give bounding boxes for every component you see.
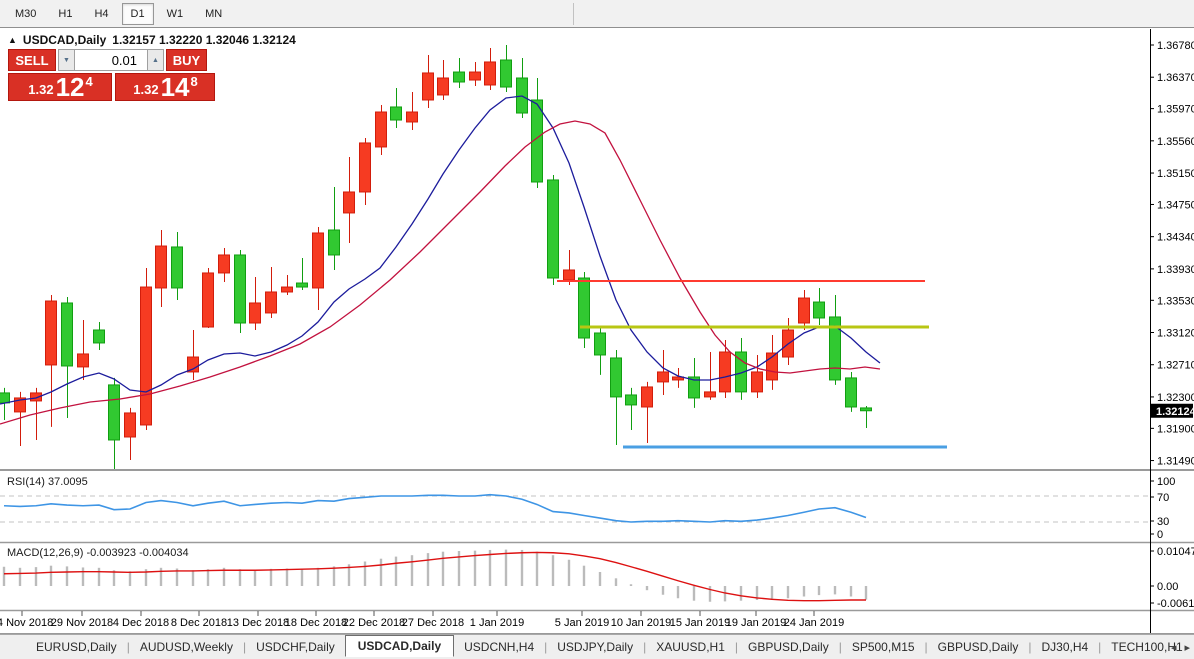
svg-text:1.33930: 1.33930 <box>1157 264 1194 276</box>
timeframe-button-h4[interactable]: H4 <box>94 7 109 20</box>
tab-scroll-left-icon[interactable]: ◂ <box>1170 641 1177 654</box>
toolbar-separator <box>573 2 575 25</box>
svg-text:70: 70 <box>1157 492 1169 504</box>
svg-text:1.31900: 1.31900 <box>1157 423 1194 435</box>
chart-tab-usdjpy[interactable]: USDJPY,Daily <box>557 640 634 654</box>
tab-separator: | <box>838 640 842 654</box>
svg-text:1.33530: 1.33530 <box>1157 295 1194 307</box>
timeframe-button-w1[interactable]: W1 <box>166 7 184 20</box>
sell-price-sup: 4 <box>85 74 93 89</box>
svg-text:22 Dec 2018: 22 Dec 2018 <box>343 617 405 629</box>
svg-text:1.35150: 1.35150 <box>1157 168 1194 180</box>
volume-input[interactable] <box>75 49 147 71</box>
chart-tab-usdcnh[interactable]: USDCNH,H4 <box>464 640 535 654</box>
svg-text:27 Dec 2018: 27 Dec 2018 <box>402 617 464 629</box>
chart-tab-dj30[interactable]: DJ30,H4 <box>1041 640 1089 654</box>
svg-text:13 Dec 2018: 13 Dec 2018 <box>227 617 289 629</box>
symbol-period-label: USDCAD,Daily <box>22 33 107 47</box>
svg-text:1.32300: 1.32300 <box>1157 392 1194 404</box>
buy-button[interactable]: BUY <box>166 49 207 71</box>
tab-scroll-controls: ◂ ▸ <box>1171 641 1190 654</box>
svg-text:4 Dec 2018: 4 Dec 2018 <box>113 617 169 629</box>
chart-tab-usdchf[interactable]: USDCHF,Daily <box>256 640 335 654</box>
collapse-icon[interactable]: ▲ <box>8 35 17 45</box>
sell-price-box[interactable]: 1.32 12 4 <box>8 73 112 101</box>
svg-text:1.36370: 1.36370 <box>1157 72 1194 84</box>
chart-tabbar: EURUSD,Daily | AUDUSD,Weekly | USDCHF,Daily U… <box>0 634 1194 659</box>
timeframe-button-d1[interactable]: D1 <box>121 2 154 25</box>
svg-text:1.35970: 1.35970 <box>1157 104 1194 116</box>
buy-price-box[interactable]: 1.32 14 8 <box>115 73 215 101</box>
svg-text:24 Nov 2018: 24 Nov 2018 <box>0 617 53 629</box>
svg-text:8 Dec 2018: 8 Dec 2018 <box>171 617 227 629</box>
svg-text:1.34340: 1.34340 <box>1157 232 1194 244</box>
chart-tab-audusd[interactable]: AUDUSD,Weekly <box>139 640 233 654</box>
chart-tabs: EURUSD,Daily | AUDUSD,Weekly | USDCHF,Daily U… <box>26 635 1193 658</box>
svg-text:100: 100 <box>1157 476 1175 488</box>
tab-separator: | <box>924 640 928 654</box>
buy-price-sup: 8 <box>190 74 198 89</box>
svg-text:0.010471: 0.010471 <box>1157 546 1194 558</box>
svg-text:0.00: 0.00 <box>1157 581 1178 593</box>
timeframe-button-mn[interactable]: MN <box>205 7 223 20</box>
svg-text:5 Jan 2019: 5 Jan 2019 <box>555 617 609 629</box>
svg-text:1.36780: 1.36780 <box>1157 40 1194 52</box>
svg-text:24 Jan 2019: 24 Jan 2019 <box>784 617 845 629</box>
chart-tab-tech100[interactable]: TECH100,H1 <box>1111 640 1183 654</box>
chart-tab-sp500[interactable]: SP500,M15 <box>851 640 915 654</box>
svg-text:1.34750: 1.34750 <box>1157 199 1194 211</box>
chart-tab-xauusd[interactable]: XAUUSD,H1 <box>656 640 725 654</box>
tab-separator: | <box>734 640 739 654</box>
sell-button[interactable]: SELL <box>8 49 56 71</box>
buy-price-big: 14 <box>160 72 190 102</box>
svg-text:1.31490: 1.31490 <box>1157 456 1194 468</box>
svg-text:0: 0 <box>1157 529 1163 541</box>
chart-tab-usdcad-active[interactable]: USDCAD,Daily <box>344 635 455 657</box>
tab-separator: | <box>1028 640 1032 654</box>
tab-scroll-right-icon[interactable]: ▸ <box>1184 641 1190 654</box>
tab-separator: | <box>242 640 247 654</box>
buy-price-prefix: 1.32 <box>133 82 159 97</box>
volume-decrease-icon[interactable]: ▼ <box>58 49 75 71</box>
timeframe-button-m30[interactable]: M30 <box>15 7 37 20</box>
svg-text:29 Nov 2018: 29 Nov 2018 <box>51 617 113 629</box>
svg-text:1.35560: 1.35560 <box>1157 136 1194 148</box>
timeframe-buttons: M30 H1 H4 D1 W1 MN <box>4 2 233 25</box>
one-click-trading-panel: SELL ▼ ▲ BUY 1.32 12 4 1.32 14 8 <box>8 49 216 101</box>
svg-text:18 Dec 2018: 18 Dec 2018 <box>285 617 347 629</box>
svg-text:1.32124: 1.32124 <box>1156 406 1194 418</box>
ohlc-values: 1.32157 1.32220 1.32046 1.32124 <box>112 33 296 47</box>
svg-text:-0.006164: -0.006164 <box>1157 598 1194 610</box>
tab-separator: | <box>126 640 130 654</box>
svg-text:10 Jan 2019: 10 Jan 2019 <box>611 617 672 629</box>
chart-title-bar: ▲ USDCAD,Daily 1.32157 1.32220 1.32046 1… <box>8 33 296 47</box>
tab-separator: | <box>1098 640 1102 654</box>
timeframe-toolbar: M30 H1 H4 D1 W1 MN <box>0 0 1194 28</box>
tab-separator: | <box>544 640 548 654</box>
chart-tab-gbpusd[interactable]: GBPUSD,Daily <box>748 640 829 654</box>
svg-text:1.32710: 1.32710 <box>1157 360 1194 372</box>
svg-text:15 Jan 2019: 15 Jan 2019 <box>670 617 731 629</box>
chart-tab-eurusd[interactable]: EURUSD,Daily <box>36 640 117 654</box>
svg-text:1 Jan 2019: 1 Jan 2019 <box>470 617 524 629</box>
timeframe-button-h1[interactable]: H1 <box>58 7 73 20</box>
sell-price-big: 12 <box>55 72 85 102</box>
svg-text:30: 30 <box>1157 516 1169 528</box>
svg-text:19 Jan 2019: 19 Jan 2019 <box>726 617 787 629</box>
volume-increase-icon[interactable]: ▲ <box>147 49 164 71</box>
svg-text:1.33120: 1.33120 <box>1157 328 1194 340</box>
sell-price-prefix: 1.32 <box>28 82 54 97</box>
rsi-indicator-label: RSI(14) 37.0095 <box>7 476 88 488</box>
macd-indicator-label: MACD(12,26,9) -0.003923 -0.004034 <box>7 547 189 559</box>
tab-separator: | <box>643 640 647 654</box>
chart-tab-gbpusd[interactable]: GBPUSD,Daily <box>937 640 1019 654</box>
